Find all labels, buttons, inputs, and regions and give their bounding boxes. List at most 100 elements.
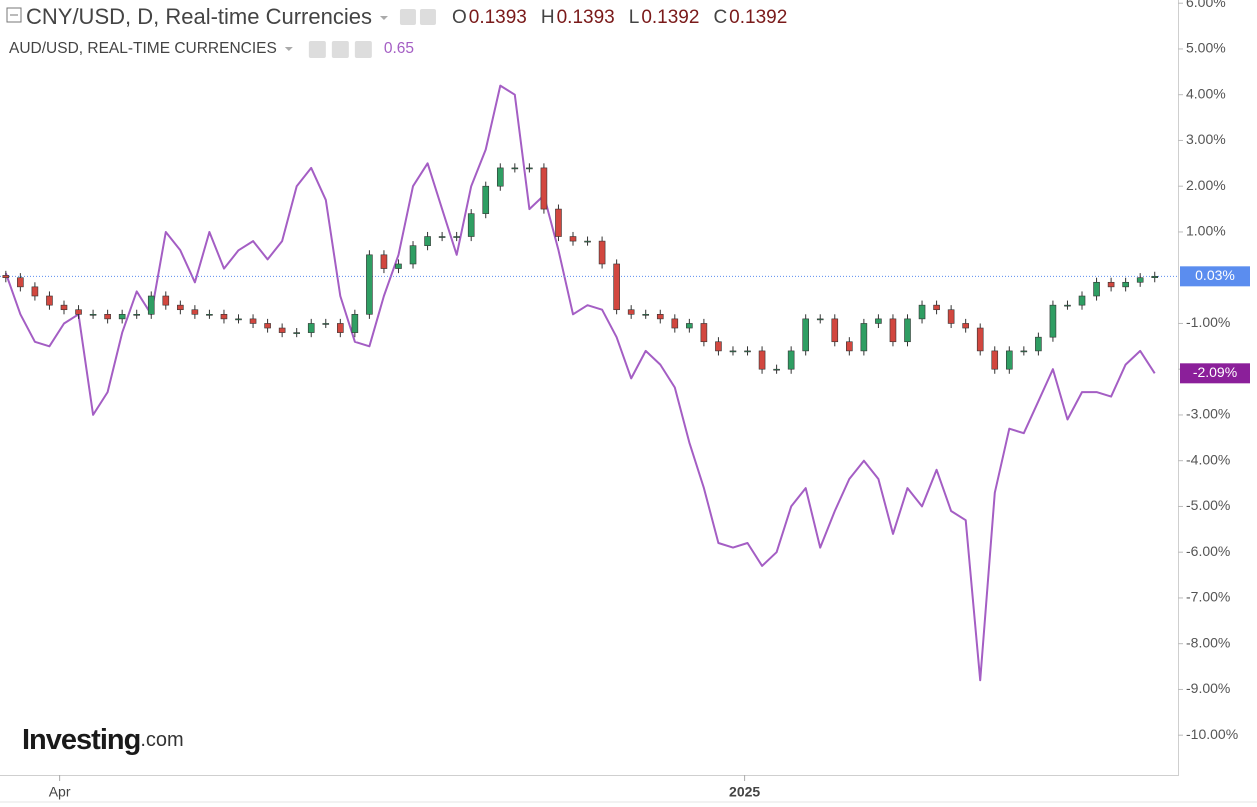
last-value-label: -2.09%	[1193, 364, 1237, 380]
y-tick-label: 1.00%	[1186, 223, 1226, 239]
candle-body	[846, 341, 853, 352]
candle-body	[278, 327, 286, 333]
candle-body	[1151, 276, 1159, 279]
candle-body	[802, 318, 809, 352]
candle-body	[264, 323, 271, 329]
dropdown-arrow	[284, 47, 293, 51]
watermark: Investing.com	[22, 724, 184, 756]
candle-body	[1020, 350, 1028, 353]
candle-body	[380, 254, 388, 269]
watermark-brand: Investing	[22, 724, 140, 756]
y-tick-label: -1.00%	[1186, 314, 1230, 330]
last-value-badge	[1180, 363, 1250, 384]
y-tick-label: -10.00%	[1186, 726, 1238, 742]
candle-body	[889, 318, 897, 343]
candle-body	[147, 295, 155, 315]
remove-icon	[354, 41, 372, 58]
collapse-icon[interactable]	[6, 7, 22, 23]
candle-body	[511, 167, 519, 170]
candle-body	[249, 318, 257, 324]
candle-body	[293, 332, 300, 334]
ohlc-key: C	[713, 7, 727, 28]
candle-body	[1136, 277, 1144, 283]
candle-body	[118, 314, 126, 320]
candle-body	[2, 275, 10, 279]
candle-body	[307, 323, 315, 333]
candle-body	[787, 350, 795, 370]
candle-body	[976, 327, 984, 352]
candle-body	[133, 314, 141, 316]
watermark-suffix: .com	[140, 729, 183, 751]
candle-body	[438, 236, 446, 238]
candle-body	[962, 323, 969, 329]
candle-body	[860, 323, 868, 352]
y-tick-label: -6.00%	[1186, 543, 1230, 559]
candle-body	[1049, 304, 1057, 338]
candle-body	[31, 286, 39, 297]
x-tick-label: Apr	[49, 784, 71, 800]
candle-body	[467, 213, 475, 237]
candle-body	[686, 323, 693, 329]
candle-body	[162, 295, 170, 306]
candle-body	[496, 167, 504, 187]
candle-body	[1035, 336, 1042, 352]
candle-body	[816, 318, 824, 321]
last-value-badge	[1180, 266, 1250, 287]
candle-body	[642, 314, 650, 316]
candle-body	[904, 318, 911, 343]
candle-body	[540, 167, 548, 210]
candle-body	[322, 323, 330, 325]
candle-body	[831, 318, 839, 343]
y-tick-label: 2.00%	[1186, 177, 1226, 193]
candle-body	[220, 314, 228, 320]
candle-body	[700, 323, 708, 343]
candle-body	[395, 263, 402, 269]
candle-body	[1005, 350, 1013, 370]
candle-body	[526, 167, 533, 170]
candle-body	[773, 368, 780, 371]
visibility-icon	[419, 9, 436, 25]
ohlc-value: 0.1392	[729, 7, 787, 28]
candle-body	[1064, 304, 1071, 307]
candle-body	[918, 304, 926, 320]
candle-body	[17, 277, 24, 288]
candle-body	[569, 236, 577, 242]
candle-body	[104, 314, 111, 320]
dropdown-arrow	[379, 16, 388, 20]
candle-body	[337, 323, 344, 333]
main-series-title: CNY/USD, D, Real-time Currencies	[26, 4, 372, 29]
candle-body	[933, 304, 940, 311]
y-tick-label: -4.00%	[1186, 451, 1230, 467]
candle-body	[351, 314, 359, 333]
candle-body	[875, 318, 882, 324]
candle-body	[1107, 281, 1115, 288]
candle-body	[758, 350, 766, 370]
candle-body	[656, 314, 664, 320]
candle-body	[482, 185, 490, 214]
visibility-icon	[308, 41, 326, 58]
candle-body	[424, 236, 431, 246]
last-value-label: 0.03%	[1195, 267, 1235, 283]
compare-series-value: 0.65	[384, 40, 414, 57]
line-series	[4, 84, 1156, 682]
y-tick-label: -3.00%	[1186, 406, 1230, 422]
y-tick-label: -5.00%	[1186, 497, 1230, 513]
settings-icon	[399, 9, 416, 25]
ohlc-value: 0.1393	[557, 7, 615, 28]
candle-body	[191, 309, 199, 315]
ohlc-value: 0.1393	[469, 7, 527, 28]
candle-body	[366, 254, 373, 315]
y-tick-label: -8.00%	[1186, 634, 1230, 650]
candle-body	[206, 314, 213, 316]
candle-body	[60, 304, 68, 311]
ohlc-key: L	[629, 7, 640, 28]
x-tick-label: 2025	[729, 784, 760, 800]
candle-body	[947, 309, 955, 324]
y-tick-label: 3.00%	[1186, 131, 1226, 147]
candle-body	[75, 309, 82, 315]
candle-body	[991, 350, 999, 370]
y-tick-label: 4.00%	[1186, 85, 1226, 101]
